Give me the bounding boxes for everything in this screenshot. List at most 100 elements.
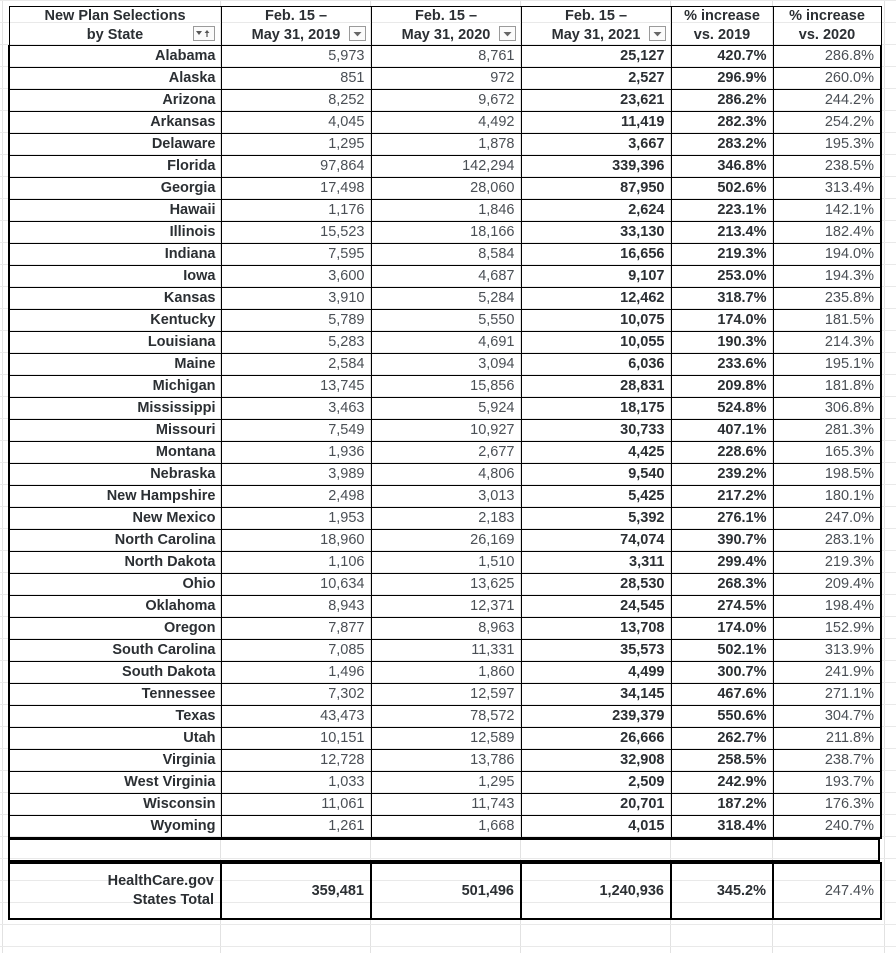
cell-pct-2019: 283.2% (670, 133, 774, 157)
cell-pct-2019: 174.0% (670, 309, 774, 333)
table-row: West Virginia 1,033 1,295 2,509 242.9% 193.7% (8, 771, 882, 795)
cell-2020: 4,492 (370, 111, 522, 135)
cell-pct-2019: 242.9% (670, 771, 774, 795)
cell-state: Iowa (8, 265, 222, 289)
cell-2020: 4,687 (370, 265, 522, 289)
cell-state: Tennessee (8, 683, 222, 707)
cell-2020: 1,878 (370, 133, 522, 157)
cell-2020: 78,572 (370, 705, 522, 729)
cell-pct-2019: 262.7% (670, 727, 774, 751)
column-header-feb15-may31-2019[interactable]: Feb. 15 – May 31, 2019 (220, 5, 372, 47)
table-row: Maine 2,584 3,094 6,036 233.6% 195.1% (8, 353, 882, 377)
cell-pct-2020: 240.7% (772, 815, 882, 839)
cell-state: South Dakota (8, 661, 222, 685)
cell-2021: 28,530 (520, 573, 672, 597)
filter-dropdown-icon-2019[interactable] (348, 26, 366, 42)
cell-pct-2020: 194.3% (772, 265, 882, 289)
table-row: Indiana 7,595 8,584 16,656 219.3% 194.0% (8, 243, 882, 267)
cell-2019: 7,877 (220, 617, 372, 641)
cell-2019: 1,261 (220, 815, 372, 839)
cell-2019: 97,864 (220, 155, 372, 179)
cell-2021: 4,015 (520, 815, 672, 839)
cell-2021: 3,311 (520, 551, 672, 575)
cell-pct-2020: 181.5% (772, 309, 882, 333)
cell-2020: 4,691 (370, 331, 522, 355)
cell-pct-2019: 318.4% (670, 815, 774, 839)
filter-dropdown-icon-2021[interactable] (648, 26, 666, 42)
cell-pct-2020: 247.0% (772, 507, 882, 531)
table-row: Mississippi 3,463 5,924 18,175 524.8% 306.8% (8, 397, 882, 421)
cell-2020: 5,924 (370, 397, 522, 421)
cell-2020: 2,677 (370, 441, 522, 465)
cell-2019: 15,523 (220, 221, 372, 245)
cell-pct-2020: 260.0% (772, 67, 882, 91)
cell-2019: 1,033 (220, 771, 372, 795)
table-row: Illinois 15,523 18,166 33,130 213.4% 182.4% (8, 221, 882, 245)
cell-pct-2019: 213.4% (670, 221, 774, 245)
cell-state: Alabama (8, 45, 222, 69)
column-header-2020-line2: May 31, 2020 (401, 27, 491, 44)
cell-2019: 3,910 (220, 287, 372, 311)
cell-state: Delaware (8, 133, 222, 157)
cell-2021: 6,036 (520, 353, 672, 377)
column-header-pct2019-line2: vs. 2019 (693, 27, 751, 44)
cell-2020: 12,597 (370, 683, 522, 707)
cell-state: Utah (8, 727, 222, 751)
cell-pct-2019: 467.6% (670, 683, 774, 707)
cell-state: West Virginia (8, 771, 222, 795)
cell-state: Missouri (8, 419, 222, 443)
cell-2021: 16,656 (520, 243, 672, 267)
filter-dropdown-icon-2020[interactable] (498, 26, 516, 42)
cell-2019: 10,634 (220, 573, 372, 597)
cell-2019: 851 (220, 67, 372, 91)
column-header-feb15-may31-2020[interactable]: Feb. 15 – May 31, 2020 (370, 5, 522, 47)
column-header-2021-line2: May 31, 2021 (551, 27, 641, 44)
cell-2019: 13,745 (220, 375, 372, 399)
cell-2021: 10,075 (520, 309, 672, 333)
cell-pct-2020: 306.8% (772, 397, 882, 421)
cell-pct-2019: 296.9% (670, 67, 774, 91)
cell-2021: 11,419 (520, 111, 672, 135)
cell-2021: 35,573 (520, 639, 672, 663)
cell-pct-2019: 318.7% (670, 287, 774, 311)
cell-pct-2020: 182.4% (772, 221, 882, 245)
cell-state: Maine (8, 353, 222, 377)
cell-2020: 28,060 (370, 177, 522, 201)
sort-filter-icon[interactable] (192, 26, 215, 42)
cell-state: North Carolina (8, 529, 222, 553)
column-header-feb15-may31-2021[interactable]: Feb. 15 – May 31, 2021 (520, 5, 672, 47)
cell-2019: 7,549 (220, 419, 372, 443)
cell-pct-2020: 194.0% (772, 243, 882, 267)
column-header-pct-increase-vs-2020[interactable]: % increase vs. 2020 (772, 5, 882, 47)
table-row: Virginia 12,728 13,786 32,908 258.5% 238.7% (8, 749, 882, 773)
cell-pct-2020: 286.8% (772, 45, 882, 69)
cell-pct-2020: 241.9% (772, 661, 882, 685)
cell-pct-2019: 219.3% (670, 243, 774, 267)
totals-pct-vs-2019: 345.2% (670, 862, 774, 921)
column-header-state[interactable]: New Plan Selections by State (8, 5, 222, 47)
cell-pct-2020: 209.4% (772, 573, 882, 597)
table-row: South Carolina 7,085 11,331 35,573 502.1% 313… (8, 639, 882, 663)
column-header-pct-increase-vs-2019[interactable]: % increase vs. 2019 (670, 5, 774, 47)
cell-state: Hawaii (8, 199, 222, 223)
table-body: Alabama 5,973 8,761 25,127 420.7% 286.8% Alask… (8, 45, 882, 839)
table-row: Florida 97,864 142,294 339,396 346.8% 238.5% (8, 155, 882, 179)
cell-pct-2019: 390.7% (670, 529, 774, 553)
cell-2020: 1,668 (370, 815, 522, 839)
cell-state: Oregon (8, 617, 222, 641)
cell-2019: 10,151 (220, 727, 372, 751)
cell-pct-2020: 244.2% (772, 89, 882, 113)
cell-2019: 5,283 (220, 331, 372, 355)
cell-state: Ohio (8, 573, 222, 597)
cell-pct-2019: 282.3% (670, 111, 774, 135)
cell-pct-2019: 420.7% (670, 45, 774, 69)
cell-2020: 15,856 (370, 375, 522, 399)
cell-2021: 9,540 (520, 463, 672, 487)
cell-state: South Carolina (8, 639, 222, 663)
cell-pct-2020: 195.1% (772, 353, 882, 377)
cell-2019: 5,789 (220, 309, 372, 333)
table-row: Arizona 8,252 9,672 23,621 286.2% 244.2% (8, 89, 882, 113)
cell-2020: 11,331 (370, 639, 522, 663)
cell-pct-2020: 152.9% (772, 617, 882, 641)
cell-pct-2019: 299.4% (670, 551, 774, 575)
